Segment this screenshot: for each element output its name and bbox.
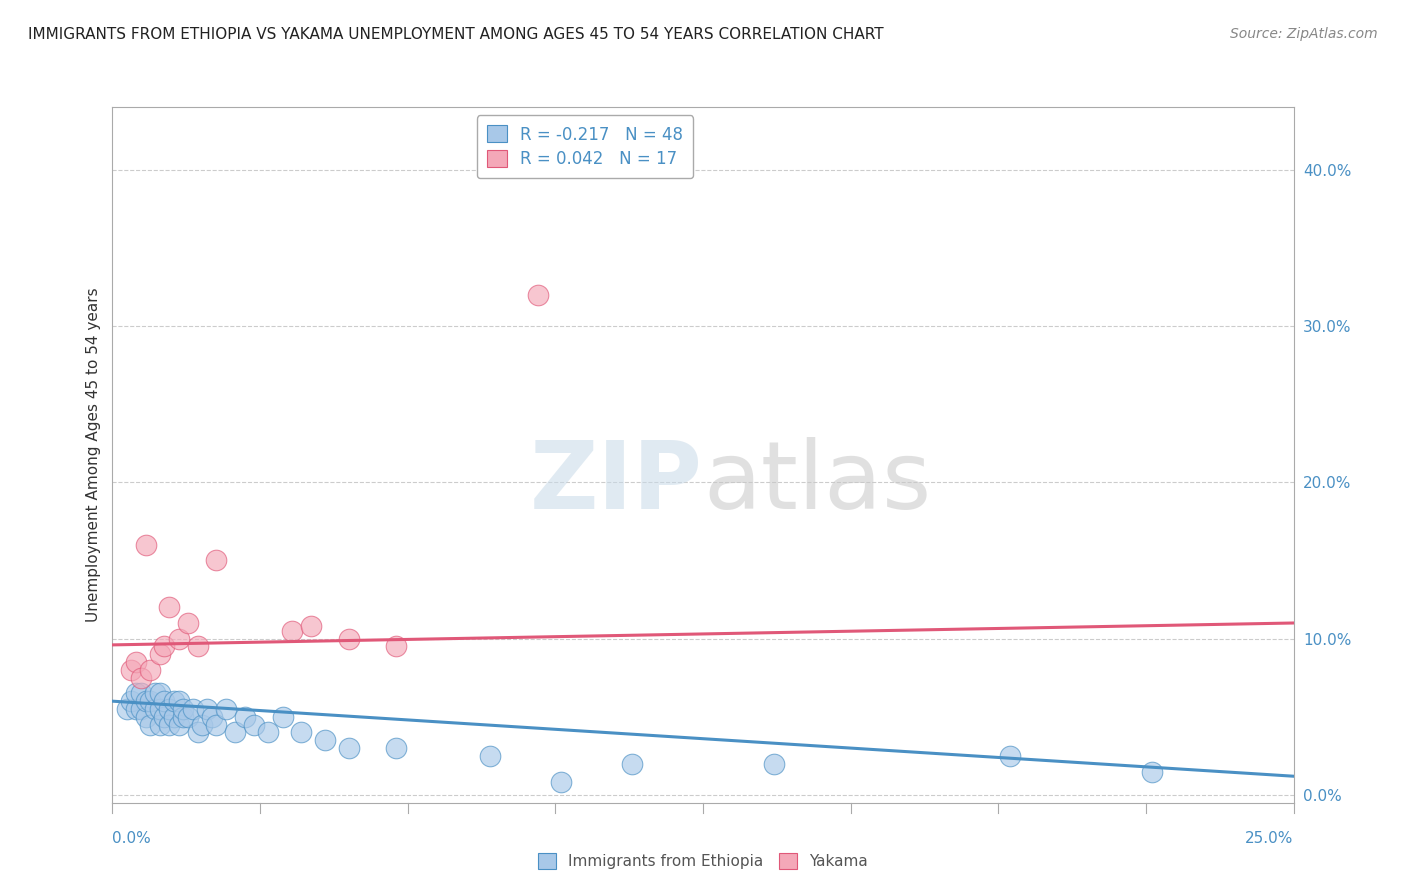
Point [191, 717, 214, 731]
Point [135, 710, 157, 724]
Point [167, 694, 190, 708]
Text: atlas: atlas [703, 437, 931, 529]
Point [157, 717, 180, 731]
Point [337, 632, 360, 646]
Point [120, 694, 142, 708]
Text: Source: ZipAtlas.com: Source: ZipAtlas.com [1230, 27, 1378, 41]
Point [621, 756, 644, 771]
Point [129, 671, 152, 685]
Text: 25.0%: 25.0% [1246, 831, 1294, 846]
Text: 0.0%: 0.0% [112, 831, 152, 846]
Point [157, 702, 180, 716]
Point [139, 694, 162, 708]
Point [167, 632, 190, 646]
Point [139, 717, 162, 731]
Point [186, 640, 208, 654]
Point [550, 775, 572, 789]
Point [149, 686, 172, 700]
Point [172, 702, 194, 716]
Point [172, 710, 194, 724]
Point [186, 725, 208, 739]
Point [153, 710, 176, 724]
Point [299, 619, 322, 633]
Legend: R = -0.217   N = 48, R = 0.042   N = 17: R = -0.217 N = 48, R = 0.042 N = 17 [477, 115, 693, 178]
Point [385, 741, 408, 756]
Point [201, 710, 224, 724]
Point [224, 725, 246, 739]
Point [143, 702, 166, 716]
Point [998, 748, 1021, 763]
Point [167, 717, 190, 731]
Point [281, 624, 304, 638]
Point [479, 748, 502, 763]
Point [385, 640, 408, 654]
Point [135, 694, 157, 708]
Point [129, 702, 152, 716]
Point [149, 717, 172, 731]
Point [157, 600, 180, 615]
Point [115, 702, 138, 716]
Point [125, 655, 148, 669]
Point [257, 725, 280, 739]
Point [135, 538, 157, 552]
Point [149, 647, 172, 661]
Point [149, 702, 172, 716]
Text: ZIP: ZIP [530, 437, 703, 529]
Point [205, 717, 228, 731]
Point [163, 710, 186, 724]
Point [177, 710, 200, 724]
Point [526, 287, 548, 301]
Point [139, 663, 162, 677]
Point [163, 694, 186, 708]
Point [233, 710, 256, 724]
Point [181, 702, 204, 716]
Point [177, 615, 200, 630]
Point [125, 686, 148, 700]
Point [243, 717, 266, 731]
Point [762, 756, 785, 771]
Point [125, 702, 148, 716]
Point [143, 686, 166, 700]
Point [205, 553, 228, 567]
Text: IMMIGRANTS FROM ETHIOPIA VS YAKAMA UNEMPLOYMENT AMONG AGES 45 TO 54 YEARS CORREL: IMMIGRANTS FROM ETHIOPIA VS YAKAMA UNEMP… [28, 27, 884, 42]
Y-axis label: Unemployment Among Ages 45 to 54 years: Unemployment Among Ages 45 to 54 years [86, 287, 101, 623]
Legend: Immigrants from Ethiopia, Yakama: Immigrants from Ethiopia, Yakama [531, 847, 875, 875]
Point [195, 702, 218, 716]
Point [290, 725, 312, 739]
Point [215, 702, 238, 716]
Point [153, 694, 176, 708]
Point [271, 710, 294, 724]
Point [129, 686, 152, 700]
Point [314, 733, 336, 747]
Point [1140, 764, 1163, 779]
Point [153, 640, 176, 654]
Point [337, 741, 360, 756]
Point [120, 663, 142, 677]
